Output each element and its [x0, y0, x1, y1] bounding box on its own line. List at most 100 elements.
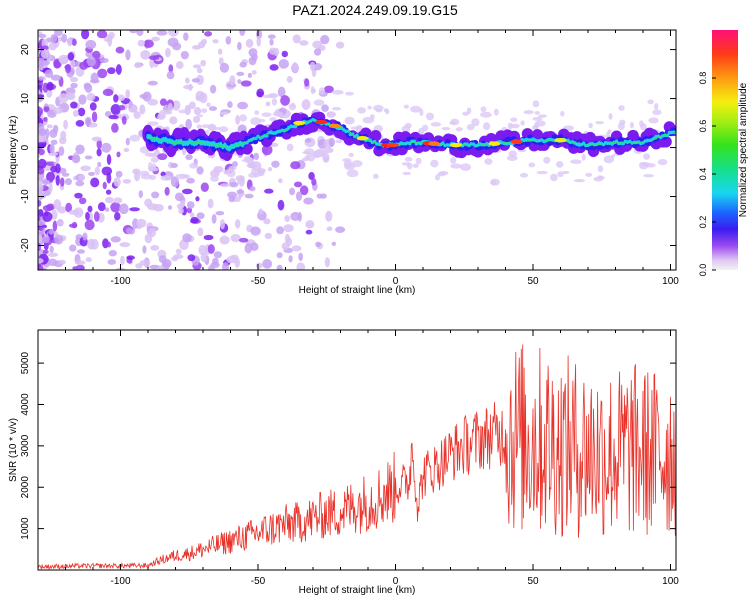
noise-blob — [126, 255, 135, 260]
noise-blob — [61, 172, 70, 177]
ridge-peak — [386, 142, 399, 148]
ridge-mark — [523, 140, 526, 143]
noise-blob — [117, 94, 126, 101]
ridge-mark — [628, 141, 631, 144]
ridge-mark — [305, 120, 308, 123]
noise-blob — [38, 200, 42, 207]
noise-blob — [164, 47, 171, 58]
noise-blob — [196, 114, 203, 118]
plot-frame-2 — [37, 329, 677, 571]
ridge-mark — [188, 141, 191, 145]
ridge-mark — [474, 144, 477, 147]
noise-blob — [321, 104, 329, 112]
noise-blob — [248, 172, 256, 178]
noise-blob — [278, 178, 283, 184]
noise-blob — [87, 205, 93, 213]
noise-blob — [143, 39, 154, 48]
noise-blob — [523, 110, 534, 115]
noise-blob — [238, 237, 249, 243]
ridge-mark — [160, 138, 163, 141]
noise-blob — [331, 241, 337, 246]
noise-blob — [305, 229, 313, 235]
noise-blob — [250, 226, 261, 236]
noise-blob — [181, 146, 187, 156]
noise-blob — [419, 108, 424, 117]
ridge-mark — [417, 142, 420, 145]
noise-blob — [345, 91, 354, 96]
ridge-mark — [620, 141, 622, 144]
noise-blob — [180, 50, 189, 60]
ridge-mark — [171, 140, 174, 144]
noise-blob — [536, 170, 548, 175]
ridge-mark — [252, 137, 255, 140]
noise-blob — [138, 190, 144, 199]
ridge-mark — [250, 139, 253, 142]
noise-blob — [404, 156, 413, 162]
noise-blob — [110, 104, 121, 115]
noise-blob — [38, 183, 44, 192]
noise-blob — [280, 95, 290, 106]
ridge-mark — [397, 142, 400, 145]
ridge-mark — [524, 140, 531, 147]
y-axis-label-2: SNR (10 * v/v) — [8, 418, 19, 482]
ridge-mark — [604, 143, 607, 145]
noise-blob — [46, 81, 54, 91]
noise-blob — [332, 89, 344, 95]
noise-blob — [310, 86, 315, 95]
ridge-mark — [147, 136, 149, 140]
noise-blob — [88, 212, 94, 223]
ridge-mark — [373, 141, 376, 144]
noise-blob — [434, 174, 440, 181]
ridge-mark — [158, 137, 160, 141]
x-tick-label: -100 — [110, 276, 130, 287]
noise-blob — [248, 56, 257, 66]
noise-blob — [175, 60, 184, 70]
noise-blob — [168, 30, 179, 37]
y-tick-label: 1000 — [20, 517, 31, 540]
noise-blob — [256, 88, 265, 98]
noise-blob — [80, 165, 91, 172]
noise-blob — [269, 38, 274, 46]
noise-blob — [102, 181, 107, 190]
noise-blob — [56, 220, 64, 226]
noise-blob — [157, 265, 164, 270]
ridge-mark — [232, 144, 235, 148]
noise-blob — [263, 218, 271, 225]
snr-series — [38, 344, 676, 570]
noise-blob — [156, 30, 168, 36]
noise-blob — [406, 162, 413, 170]
noise-blob — [197, 227, 204, 237]
noise-blob — [268, 166, 273, 172]
colorbar — [712, 30, 738, 270]
noise-blob — [230, 233, 241, 243]
ridge-mark — [408, 141, 412, 146]
noise-blob — [107, 259, 117, 265]
ridge-mark — [639, 141, 642, 144]
ridge-mark — [151, 136, 154, 140]
noise-blob — [258, 119, 266, 123]
noise-blob — [38, 234, 43, 244]
noise-blob — [234, 257, 240, 269]
noise-blob — [38, 257, 44, 264]
noise-blob — [159, 98, 168, 106]
noise-blob — [79, 61, 89, 70]
snr-chart: -100 -50 0 50 100 1000 2000 3000 4000 5000 Height… — [8, 329, 679, 596]
ridge-mark — [274, 130, 277, 133]
colorbar-tick-label: 0.2 — [698, 216, 708, 229]
noise-blob — [244, 193, 254, 199]
noise-blob — [84, 155, 93, 160]
y-tick-label: -10 — [20, 189, 31, 204]
ridge-mark — [481, 143, 484, 146]
ridge-mark — [276, 130, 279, 133]
noise-blob — [302, 151, 311, 155]
ridge-mark — [472, 144, 475, 147]
noise-blob — [78, 94, 87, 105]
noise-blob — [269, 64, 279, 71]
noise-blob — [136, 30, 144, 37]
noise-blob — [276, 264, 283, 270]
ridge-mark — [169, 139, 171, 143]
ridge-mark — [314, 119, 317, 122]
ridge-mark — [206, 142, 209, 145]
ridge-peak — [428, 141, 440, 146]
noise-blob — [121, 115, 127, 125]
